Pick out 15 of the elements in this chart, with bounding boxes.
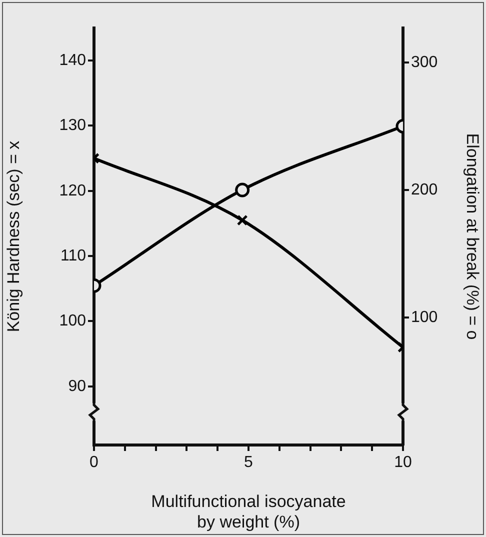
x-tick-label: 0 — [90, 454, 99, 472]
x-axis-title: Multifunctional isocyanate by weight (%) — [151, 492, 346, 532]
y-tick-label: 90 — [68, 378, 86, 395]
y-tick-label: 140 — [59, 52, 86, 69]
y-tick-label: 110 — [60, 247, 86, 264]
y2-axis-title: Elongation at break (%) = o — [463, 133, 482, 340]
x-tick-label: 10 — [394, 454, 412, 472]
x-tick-label: 5 — [244, 454, 254, 472]
y-tick-label: 120 — [59, 182, 86, 200]
y-tick-label: 100 — [59, 312, 86, 330]
y2-tick-label: 100 — [411, 308, 438, 326]
y-tick-label: 130 — [59, 117, 86, 134]
y2-tick-label: 200 — [411, 181, 438, 198]
y2-tick-label: 300 — [411, 54, 438, 71]
y-axis-title: König Hardness (sec) = x — [4, 140, 23, 332]
